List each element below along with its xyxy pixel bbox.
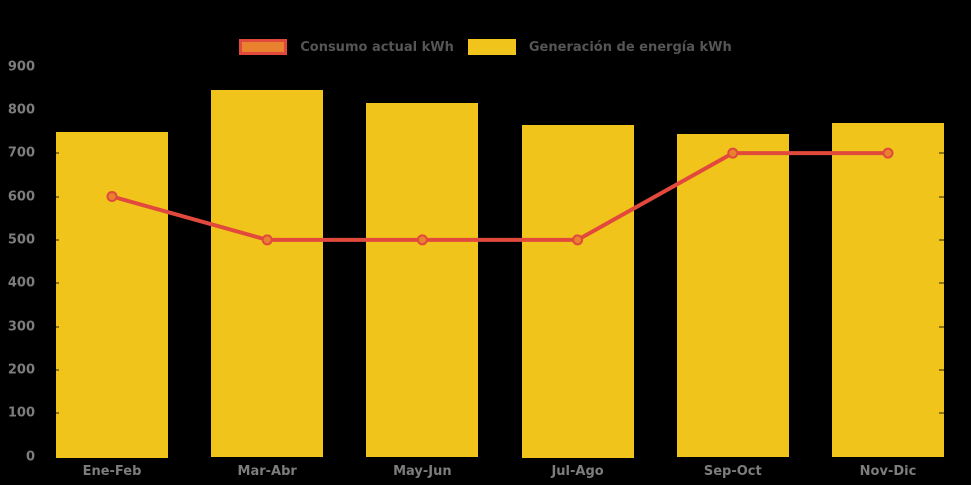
axis-tick xyxy=(54,325,59,328)
legend-item-consumo-actual[interactable]: Consumo actual kWh xyxy=(239,39,454,55)
axis-tick xyxy=(939,325,944,328)
bar-Sep-Oct[interactable] xyxy=(676,133,789,458)
legend-item-generacion-energia[interactable]: Generación de energía kWh xyxy=(467,39,732,55)
line-point-May-Jun[interactable] xyxy=(416,234,428,246)
bar-Nov-Dic[interactable] xyxy=(832,122,944,458)
legend-swatch-consumo-icon xyxy=(239,39,288,55)
line-point-Nov-Dic[interactable] xyxy=(882,147,894,159)
x-axis-label: Nov-Dic xyxy=(859,464,917,479)
axis-tick xyxy=(54,412,59,415)
axis-tick xyxy=(939,282,944,285)
y-axis-label: 300 xyxy=(7,319,35,334)
axis-tick xyxy=(54,108,59,111)
line-point-Sep-Oct[interactable] xyxy=(727,147,739,159)
y-axis-label: 500 xyxy=(7,232,35,248)
y-axis-label: 100 xyxy=(7,405,35,421)
y-axis-label: 0 xyxy=(25,449,35,464)
x-axis-label: May-Jun xyxy=(393,464,452,479)
bar-Jul-Ago[interactable] xyxy=(521,125,634,458)
line-point-Ene-Feb[interactable] xyxy=(106,191,118,202)
y-axis-label: 400 xyxy=(7,275,35,291)
y-axis-label: 800 xyxy=(7,102,35,118)
x-axis-label: Jul-Ago xyxy=(551,464,604,479)
x-axis-label: Sep-Oct xyxy=(703,464,762,479)
legend-label-consumo: Consumo actual kWh xyxy=(300,39,454,55)
x-axis-label: Mar-Abr xyxy=(237,464,297,479)
x-axis-label: Ene-Feb xyxy=(82,464,142,479)
axis-tick xyxy=(939,238,944,241)
line-point-Mar-Abr[interactable] xyxy=(261,234,273,246)
axis-tick xyxy=(939,195,944,198)
axis-tick xyxy=(939,152,944,155)
bar-Mar-Abr[interactable] xyxy=(211,90,324,458)
legend-swatch-generacion-icon xyxy=(467,39,516,55)
axis-tick xyxy=(939,368,944,371)
line-point-Jul-Ago[interactable] xyxy=(572,234,584,246)
axis-tick xyxy=(54,195,59,198)
consumption-line xyxy=(111,151,888,242)
bar-May-Jun[interactable] xyxy=(366,103,479,458)
axis-tick xyxy=(54,152,59,155)
axis-tick xyxy=(939,108,944,111)
y-axis-label: 700 xyxy=(7,145,35,161)
axis-tick xyxy=(54,368,59,371)
bar-Ene-Feb[interactable] xyxy=(56,131,168,458)
legend-label-generacion: Generación de energía kWh xyxy=(528,39,732,55)
y-axis-label: 600 xyxy=(7,189,35,204)
chart-legend: Consumo actual kWh Generación de energía… xyxy=(0,39,971,55)
axis-tick xyxy=(54,282,59,285)
y-axis-label: 900 xyxy=(7,59,35,74)
y-axis-label: 200 xyxy=(7,362,35,378)
axis-tick xyxy=(54,238,59,241)
axis-tick xyxy=(939,412,944,415)
